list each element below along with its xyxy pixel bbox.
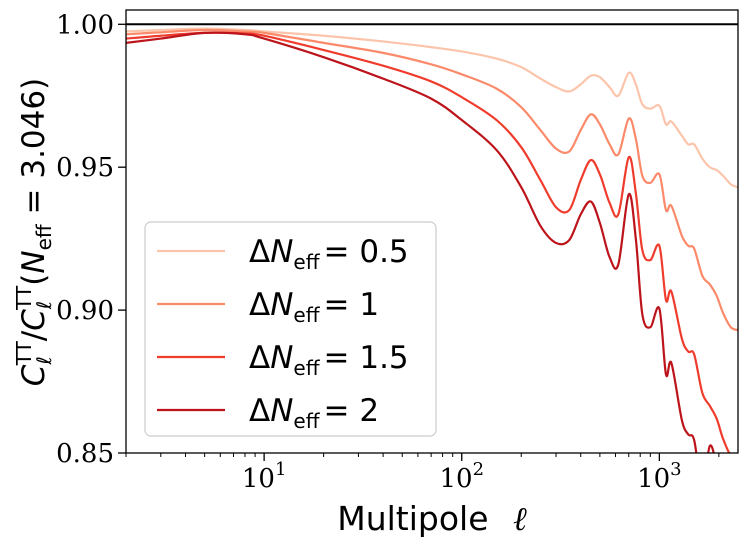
y-label-c2: C <box>16 309 52 331</box>
series-line-2 <box>126 28 738 332</box>
legend-box <box>144 221 437 437</box>
series-layer <box>126 23 738 453</box>
legend-label-4: ΔNeff = 2 <box>249 393 379 433</box>
y-label-n: N <box>16 250 52 273</box>
x-tick-label: 103 <box>637 459 682 494</box>
y-label-rest: = 3.046) <box>16 78 52 225</box>
x-axis-label-text: Multipole <box>337 499 488 538</box>
y-tick-label: 0.90 <box>56 296 114 326</box>
y-label-sup2: TT <box>12 285 36 311</box>
series-line-3 <box>126 31 731 453</box>
x-tick-label: 102 <box>439 459 484 494</box>
y-label-c1: C <box>16 364 52 386</box>
y-label-slash: / <box>16 330 52 341</box>
x-axis-label: Multipole ℓ <box>337 499 527 538</box>
series-line-1 <box>126 27 738 189</box>
legend-entries: ΔNeff = 0.5 ΔNeff = 1 ΔNeff = 1.5 ΔNeff = 2 <box>157 234 409 433</box>
legend-label-2: ΔNeff = 1 <box>249 287 379 327</box>
series-line-4 <box>126 31 715 453</box>
x-axis-label-symbol: ℓ <box>513 499 527 538</box>
y-tick-label: 0.95 <box>56 153 114 183</box>
x-tick-label: 101 <box>242 459 287 494</box>
legend-label-1: ΔNeff = 0.5 <box>249 234 409 274</box>
x-ticks: 101 102 103 <box>125 453 720 494</box>
y-label-open: ( <box>16 274 52 286</box>
y-axis-label: CℓTT/CℓTT(Neff = 3.046) <box>12 78 56 386</box>
legend-label-3: ΔNeff = 1.5 <box>249 340 409 380</box>
y-tick-label: 0.85 <box>56 439 114 469</box>
legend: ΔNeff = 0.5 ΔNeff = 1 ΔNeff = 1.5 ΔNeff = 2 <box>144 221 437 437</box>
y-label-sup1: TT <box>12 340 36 366</box>
y-label-sub1: ℓ <box>32 356 56 365</box>
y-tick-label: 1.00 <box>56 10 114 40</box>
y-ticks: 0.85 0.90 0.95 1.00 <box>56 10 126 469</box>
plot-frame <box>125 9 739 454</box>
y-label-nsub: eff <box>32 223 56 250</box>
y-label-sub2: ℓ <box>32 301 56 310</box>
